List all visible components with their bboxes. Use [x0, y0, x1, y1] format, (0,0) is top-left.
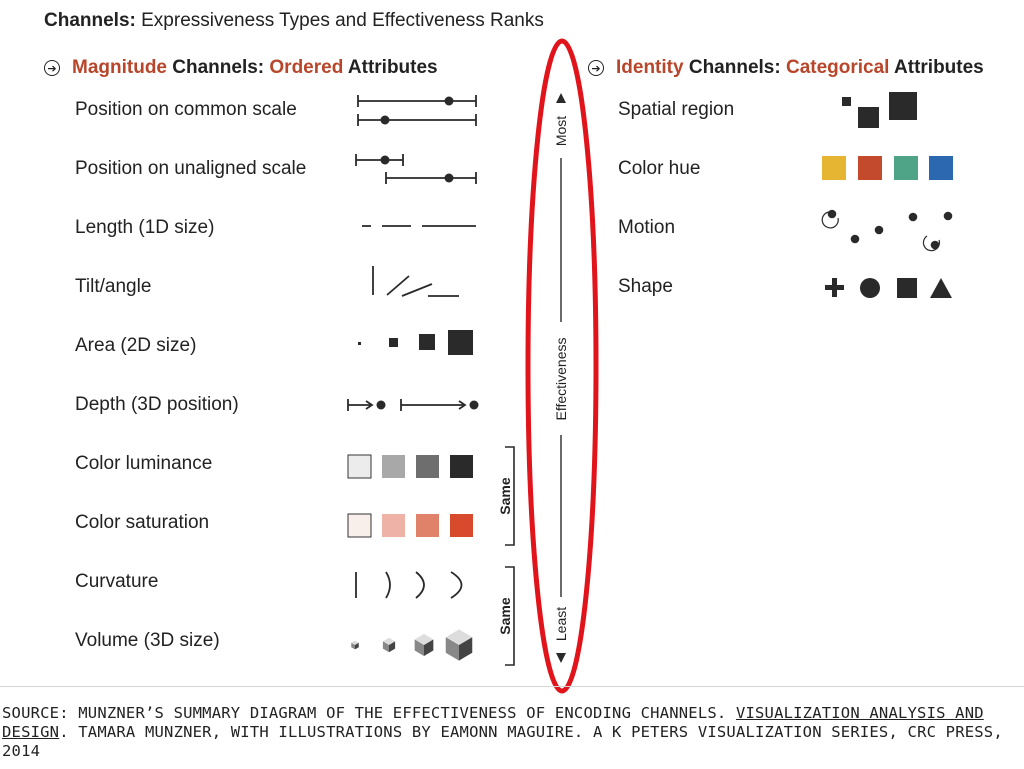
identity-row-label: Shape — [618, 276, 673, 297]
magnitude-row-label: Length (1D size) — [75, 217, 215, 238]
same-label-top: Same — [497, 477, 513, 515]
figure-title: Channels: Expressiveness Types and Effec… — [44, 10, 544, 31]
magnitude-row-label: Volume (3D size) — [75, 630, 220, 651]
identity-header: ➔ Identity Channels: Categorical Attribu… — [588, 57, 984, 79]
glyph-curvature — [355, 571, 463, 599]
glyph-tilt — [372, 266, 459, 297]
glyph-volume — [351, 629, 473, 661]
least-label: Least — [553, 607, 569, 641]
highlight-ellipse — [525, 38, 599, 694]
effectiveness-axis — [556, 93, 566, 663]
arrow-right-circle-icon: ➔ — [588, 60, 604, 76]
channels-figure: Channels: Expressiveness Types and Effec… — [44, 10, 984, 694]
glyph-color-luminance — [347, 454, 473, 479]
glyph-position-unaligned — [355, 154, 477, 184]
magnitude-row-label: Area (2D size) — [75, 335, 197, 356]
glyph-spatial-region — [842, 92, 917, 128]
channel-glyphs: Same Same Most Effectiveness Least — [347, 38, 953, 694]
source-caption: SOURCE: MUNZNER’S SUMMARY DIAGRAM OF THE… — [2, 704, 1003, 760]
magnitude-row-label: Tilt/angle — [75, 276, 152, 297]
identity-row-label: Color hue — [618, 158, 701, 179]
same-brackets — [505, 446, 515, 666]
glyph-color-hue — [822, 156, 953, 180]
magnitude-header: ➔ Magnitude Channels: Ordered Attributes — [44, 57, 438, 79]
glyph-position-common — [357, 95, 477, 126]
glyph-depth — [347, 399, 479, 411]
magnitude-row-label: Position on common scale — [75, 99, 297, 120]
most-label: Most — [553, 116, 569, 146]
effectiveness-label: Effectiveness — [553, 337, 569, 420]
glyph-shape — [825, 278, 952, 298]
identity-row-label: Spatial region — [618, 99, 735, 120]
magnitude-row-label: Color saturation — [75, 512, 210, 533]
figure-border — [0, 686, 1024, 687]
same-label-bottom: Same — [497, 597, 513, 635]
glyph-motion — [821, 209, 953, 252]
magnitude-row-label: Color luminance — [75, 453, 213, 474]
magnitude-row-label: Depth (3D position) — [75, 394, 239, 415]
glyph-area — [358, 330, 473, 355]
identity-row-label: Motion — [618, 217, 676, 238]
triangle-down-icon — [556, 653, 566, 663]
magnitude-row-label: Position on unaligned scale — [75, 158, 307, 179]
glyph-color-saturation — [347, 513, 473, 538]
triangle-up-icon — [556, 93, 566, 103]
book-title-link[interactable]: VISUALIZATION ANALYSIS AND DESIGN — [2, 704, 984, 741]
magnitude-row-label: Curvature — [75, 571, 159, 592]
arrow-right-circle-icon: ➔ — [44, 60, 60, 76]
